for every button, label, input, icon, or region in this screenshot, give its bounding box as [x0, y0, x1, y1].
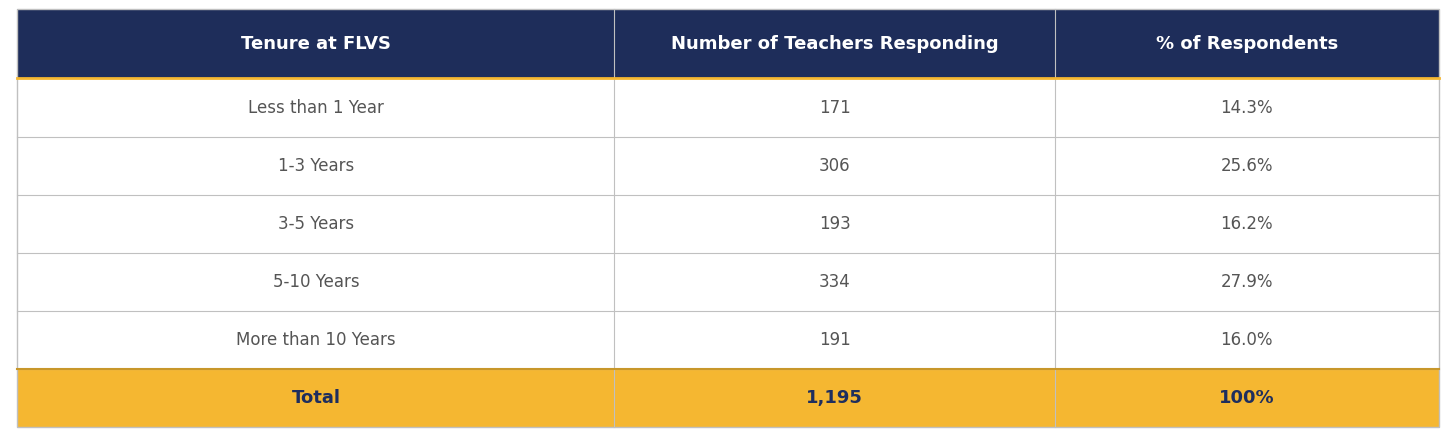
- Text: Less than 1 Year: Less than 1 Year: [248, 99, 384, 116]
- Bar: [1054, 253, 1439, 311]
- Bar: [17, 311, 614, 369]
- Bar: [1054, 136, 1439, 195]
- Text: 193: 193: [818, 215, 850, 233]
- Text: 334: 334: [818, 273, 850, 291]
- Text: Tenure at FLVS: Tenure at FLVS: [240, 34, 390, 53]
- Text: 306: 306: [818, 157, 850, 175]
- Text: 100%: 100%: [1219, 389, 1274, 407]
- Bar: [1054, 311, 1439, 369]
- Text: 3-5 Years: 3-5 Years: [278, 215, 354, 233]
- Bar: [614, 253, 1054, 311]
- Text: More than 10 Years: More than 10 Years: [236, 331, 396, 349]
- Bar: [17, 9, 614, 78]
- Bar: [614, 78, 1054, 136]
- Text: 1-3 Years: 1-3 Years: [278, 157, 354, 175]
- Bar: [614, 369, 1054, 427]
- Text: 16.2%: 16.2%: [1220, 215, 1273, 233]
- Text: 16.0%: 16.0%: [1220, 331, 1273, 349]
- Bar: [614, 9, 1054, 78]
- Bar: [17, 195, 614, 253]
- Text: 27.9%: 27.9%: [1220, 273, 1273, 291]
- Bar: [17, 253, 614, 311]
- Bar: [1054, 195, 1439, 253]
- Bar: [1054, 369, 1439, 427]
- Text: 14.3%: 14.3%: [1220, 99, 1273, 116]
- Bar: [17, 78, 614, 136]
- Bar: [1054, 9, 1439, 78]
- Text: 191: 191: [818, 331, 850, 349]
- Text: 5-10 Years: 5-10 Years: [272, 273, 360, 291]
- Text: 25.6%: 25.6%: [1220, 157, 1273, 175]
- Bar: [614, 311, 1054, 369]
- Bar: [17, 369, 614, 427]
- Bar: [1054, 78, 1439, 136]
- Text: Total: Total: [291, 389, 341, 407]
- Bar: [614, 195, 1054, 253]
- Bar: [614, 136, 1054, 195]
- Text: Number of Teachers Responding: Number of Teachers Responding: [671, 34, 999, 53]
- Bar: [17, 136, 614, 195]
- Text: % of Respondents: % of Respondents: [1156, 34, 1338, 53]
- Text: 1,195: 1,195: [807, 389, 863, 407]
- Text: 171: 171: [818, 99, 850, 116]
